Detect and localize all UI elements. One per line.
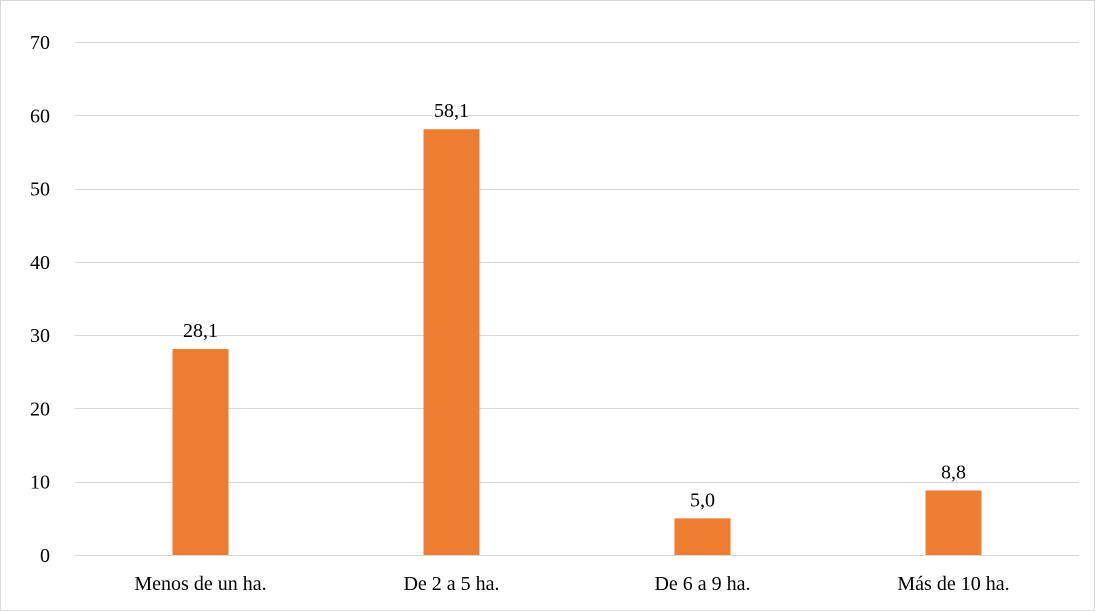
- x-category-label: De 2 a 5 ha.: [403, 573, 499, 595]
- y-tick-label: 70: [30, 32, 50, 54]
- x-category-label: Más de 10 ha.: [897, 573, 1009, 595]
- y-tick-label: 30: [30, 325, 50, 347]
- y-tick-label: 40: [30, 252, 50, 274]
- bars: [172, 129, 982, 555]
- data-label: 28,1: [183, 320, 218, 342]
- y-axis-ticks: 0 10 20 30 40 50 60 70: [30, 32, 50, 567]
- gridlines: [75, 42, 1079, 556]
- bar: [674, 518, 731, 555]
- y-tick-label: 20: [30, 398, 50, 420]
- x-category-label: Menos de un ha.: [134, 573, 266, 595]
- y-tick-label: 10: [30, 472, 50, 494]
- bar: [423, 129, 480, 555]
- bar: [172, 349, 229, 555]
- y-tick-label: 0: [40, 545, 50, 567]
- x-category-label: De 6 a 9 ha.: [654, 573, 750, 595]
- data-label: 8,8: [941, 462, 966, 484]
- y-tick-label: 60: [30, 105, 50, 127]
- bar: [925, 490, 982, 555]
- data-label: 5,0: [690, 489, 715, 511]
- data-labels: 28,1 58,1 5,0 8,8: [183, 100, 966, 511]
- y-tick-label: 50: [30, 179, 50, 201]
- x-axis-categories: Menos de un ha. De 2 a 5 ha. De 6 a 9 ha. M…: [134, 573, 1009, 595]
- data-label: 58,1: [434, 100, 469, 122]
